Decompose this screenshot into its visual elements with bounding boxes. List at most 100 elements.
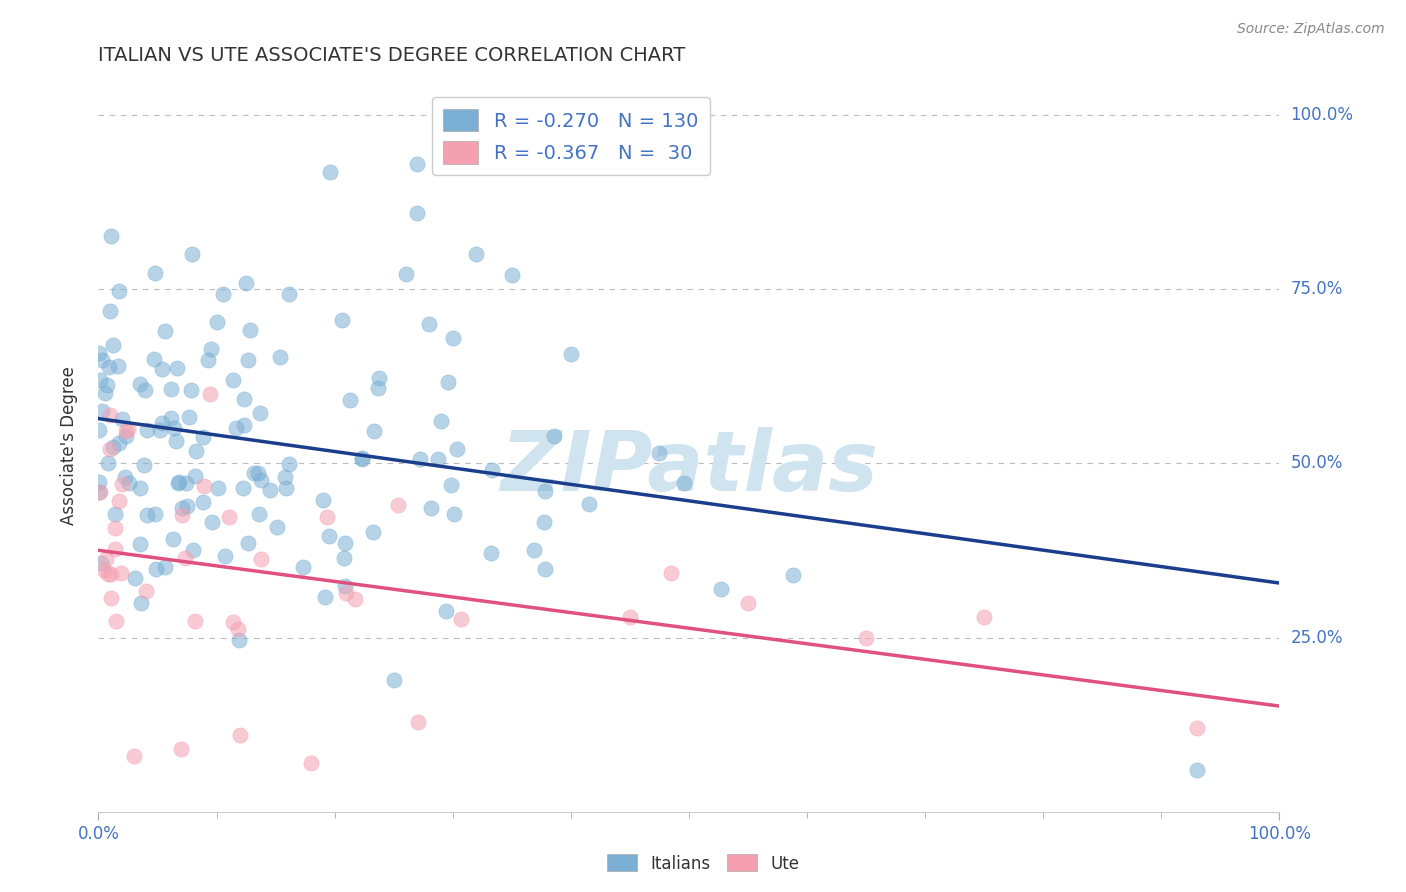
Point [128,481,150,495]
Point [115,429,138,443]
Text: ITALIAN VS UTE ASSOCIATE'S DEGREE CORRELATION CHART: ITALIAN VS UTE ASSOCIATE'S DEGREE CORREL… [98,45,686,65]
Y-axis label: Associate's Degree: Associate's Degree [59,367,77,525]
Point [211,286,233,301]
Point [163,421,186,435]
Point [299,756,322,770]
Text: 100.0%: 100.0% [1291,106,1354,124]
Point [89,373,111,387]
Point [501,268,523,283]
Point [406,157,429,171]
Point [406,714,429,729]
Point [108,493,131,508]
Point [319,164,342,178]
Point [239,323,262,337]
Point [312,492,335,507]
Point [167,475,190,490]
Point [110,566,132,581]
Point [170,742,193,756]
Point [259,483,281,497]
Point [318,529,340,543]
Point [143,352,166,367]
Point [150,417,173,431]
Point [105,614,128,628]
Point [97,457,120,471]
Point [222,615,245,629]
Point [135,584,157,599]
Point [269,350,291,364]
Point [136,423,159,437]
Point [440,478,463,492]
Point [111,412,134,426]
Text: 50.0%: 50.0% [1291,454,1343,473]
Point [181,542,204,557]
Point [101,440,124,454]
Point [232,481,254,495]
Point [136,508,159,522]
Point [129,596,152,610]
Point [191,494,214,508]
Point [98,304,121,318]
Point [103,507,125,521]
Point [229,728,252,742]
Point [560,347,582,361]
Point [89,475,111,489]
Point [104,521,127,535]
Text: Source: ZipAtlas.com: Source: ZipAtlas.com [1237,22,1385,37]
Point [89,346,111,360]
Point [132,458,155,472]
Point [534,562,557,576]
Point [180,383,202,397]
Point [238,536,260,550]
Point [193,479,215,493]
Point [277,457,299,471]
Point [418,317,440,331]
Point [247,507,270,521]
Point [201,515,224,529]
Point [648,446,671,460]
Point [228,632,250,647]
Point [465,247,488,261]
Point [1185,763,1208,777]
Point [578,497,600,511]
Point [333,550,356,565]
Point [122,749,145,764]
Point [232,392,254,407]
Point [107,284,129,298]
Point [107,435,129,450]
Point [118,475,141,490]
Point [409,452,432,467]
Point [153,324,176,338]
Point [316,510,339,524]
Point [361,525,384,540]
Point [430,414,453,428]
Point [197,353,219,368]
Point [363,424,385,438]
Point [152,361,174,376]
Point [659,566,682,580]
Point [114,470,136,484]
Point [973,609,995,624]
Point [246,466,269,480]
Point [96,378,118,392]
Point [145,266,167,280]
Point [117,421,139,435]
Point [124,571,146,585]
Point [367,381,389,395]
Point [207,315,229,329]
Point [101,337,124,351]
Point [333,536,356,550]
Point [446,442,468,457]
Point [107,359,129,373]
Point [184,468,207,483]
Point [214,549,236,564]
Point [207,481,229,495]
Point [441,331,464,345]
Point [782,568,804,582]
Point [165,434,187,448]
Point [672,475,695,490]
Point [200,343,222,357]
Point [153,560,176,574]
Text: 25.0%: 25.0% [1291,629,1343,647]
Point [249,552,271,566]
Point [855,631,877,645]
